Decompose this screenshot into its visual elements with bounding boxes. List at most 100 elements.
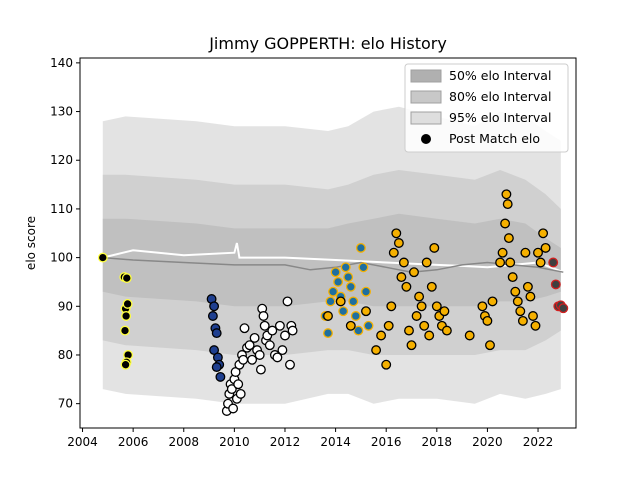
match-point bbox=[211, 362, 222, 373]
match-point bbox=[495, 257, 506, 268]
match-point bbox=[120, 359, 131, 370]
match-point bbox=[121, 273, 132, 284]
match-point bbox=[411, 311, 422, 321]
match-point bbox=[239, 323, 250, 334]
match-point bbox=[340, 262, 351, 273]
plot-frame bbox=[79, 57, 577, 429]
match-point bbox=[376, 330, 387, 341]
x-tick-label: 2014 bbox=[320, 435, 351, 449]
match-point bbox=[396, 272, 407, 283]
match-point bbox=[282, 296, 293, 307]
match-point bbox=[343, 272, 354, 283]
match-point bbox=[350, 311, 361, 321]
legend-marker bbox=[421, 134, 431, 144]
match-point bbox=[353, 325, 364, 336]
match-point bbox=[363, 320, 374, 331]
match-point bbox=[482, 315, 493, 326]
match-point bbox=[211, 328, 222, 339]
match-point bbox=[277, 345, 288, 356]
match-point bbox=[520, 247, 531, 258]
match-point bbox=[244, 340, 255, 351]
chart-title: Jimmy GOPPERTH: elo History bbox=[208, 34, 447, 53]
legend: 50% elo Interval 80% elo Interval 95% elo … bbox=[404, 63, 569, 153]
match-point bbox=[512, 296, 523, 307]
legend-swatch bbox=[410, 69, 442, 83]
match-point bbox=[525, 291, 536, 302]
y-tick-label: 110 bbox=[50, 202, 73, 216]
match-point bbox=[540, 242, 551, 253]
match-point bbox=[285, 359, 295, 370]
match-point bbox=[502, 199, 513, 210]
y-tick-label: 70 bbox=[58, 397, 73, 411]
match-point bbox=[264, 340, 275, 351]
match-point bbox=[505, 257, 516, 268]
x-tick-label: 2008 bbox=[168, 435, 199, 449]
y-tick-label: 130 bbox=[50, 105, 73, 119]
match-point bbox=[287, 325, 298, 336]
match-point bbox=[391, 228, 402, 239]
match-point bbox=[477, 301, 488, 312]
legend-swatch bbox=[410, 111, 442, 125]
match-point bbox=[335, 296, 346, 307]
match-point bbox=[358, 262, 369, 273]
legend-label: 50% elo Interval bbox=[449, 68, 551, 83]
match-point bbox=[272, 352, 283, 363]
match-point bbox=[274, 320, 285, 331]
y-tick-label: 120 bbox=[50, 153, 73, 167]
match-point bbox=[122, 298, 133, 309]
match-point bbox=[419, 320, 430, 331]
match-point bbox=[345, 281, 356, 292]
match-point bbox=[409, 267, 419, 278]
match-point bbox=[371, 345, 382, 356]
match-point bbox=[120, 325, 130, 336]
match-point bbox=[398, 257, 409, 268]
y-tick-label: 140 bbox=[50, 56, 73, 70]
match-point bbox=[235, 388, 246, 399]
legend-swatch bbox=[410, 90, 442, 104]
match-point bbox=[255, 364, 266, 375]
match-point bbox=[226, 384, 237, 395]
match-point bbox=[259, 320, 270, 331]
post-match-points bbox=[97, 189, 569, 416]
match-point bbox=[548, 257, 559, 268]
match-point bbox=[416, 301, 427, 312]
legend-box bbox=[404, 63, 569, 153]
match-point bbox=[439, 306, 450, 317]
match-point bbox=[404, 325, 414, 336]
match-point bbox=[501, 189, 512, 200]
match-point bbox=[207, 311, 218, 321]
match-point bbox=[348, 296, 359, 307]
match-point bbox=[441, 325, 452, 336]
match-point bbox=[535, 257, 546, 268]
legend-label: Post Match elo bbox=[449, 131, 540, 146]
match-point bbox=[414, 291, 425, 302]
match-point bbox=[533, 247, 543, 258]
x-tick-label: 2010 bbox=[219, 435, 250, 449]
y-tick-label: 100 bbox=[50, 251, 73, 265]
legend-label: 95% elo Interval bbox=[449, 110, 551, 125]
match-point bbox=[267, 325, 278, 336]
match-point bbox=[538, 228, 549, 239]
match-point bbox=[383, 320, 394, 331]
match-point bbox=[485, 340, 495, 351]
match-point bbox=[280, 330, 290, 341]
match-point bbox=[497, 247, 508, 258]
match-point bbox=[209, 301, 220, 312]
match-point bbox=[247, 354, 258, 365]
match-point bbox=[355, 242, 366, 253]
y-axis-label: elo score bbox=[24, 216, 38, 270]
match-point bbox=[345, 320, 356, 331]
match-point bbox=[558, 303, 569, 314]
x-tick-label: 2006 bbox=[118, 435, 149, 449]
match-point bbox=[361, 306, 371, 317]
match-point bbox=[429, 242, 440, 253]
match-point bbox=[510, 286, 521, 297]
match-point bbox=[507, 272, 518, 283]
match-point bbox=[215, 371, 226, 382]
match-point bbox=[238, 354, 249, 365]
match-point bbox=[328, 286, 339, 297]
match-point bbox=[254, 350, 265, 360]
match-point bbox=[323, 328, 333, 339]
x-tick-label: 2016 bbox=[371, 435, 402, 449]
